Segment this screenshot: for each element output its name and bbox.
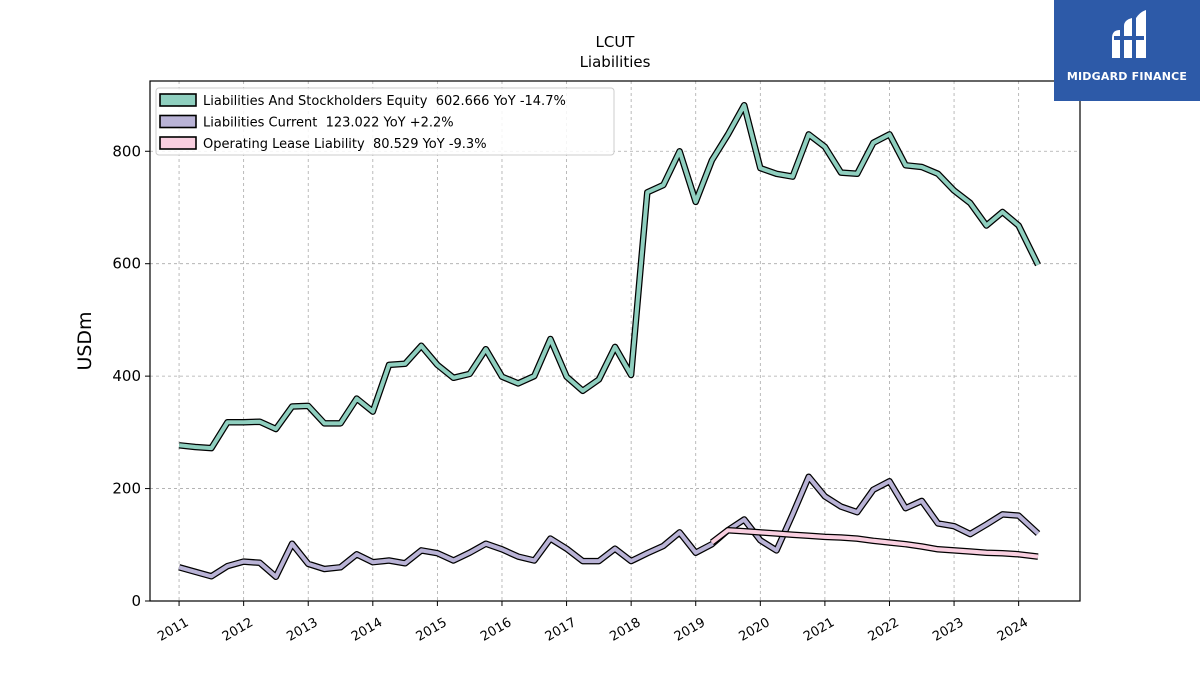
brand-logo: MIDGARD FINANCE: [1054, 0, 1200, 101]
legend-label: Liabilities Current 123.022 YoY +2.2%: [203, 116, 454, 131]
series-lines: [178, 101, 1041, 581]
legend-label: Operating Lease Liability 80.529 YoY -9.…: [203, 137, 487, 152]
x-tick-label: 2023: [930, 615, 966, 645]
legend: Liabilities And Stockholders Equity 602.…: [155, 87, 615, 156]
y-axis-label: USDm: [74, 311, 96, 370]
chart-title: LCUT: [596, 33, 636, 51]
x-tick-label: 2020: [736, 615, 772, 645]
x-tick-label: 2018: [607, 615, 643, 645]
plot-frame: [149, 80, 1081, 602]
x-tick-label: 2017: [543, 615, 579, 645]
y-tick-label: 400: [112, 367, 141, 385]
x-tick-label: 2014: [349, 615, 385, 645]
x-tick-label: 2015: [414, 615, 450, 645]
legend-swatch: [159, 93, 197, 107]
legend-label: Liabilities And Stockholders Equity 602.…: [203, 94, 566, 109]
x-tick-label: 2019: [672, 615, 708, 645]
series-line: [178, 474, 1040, 579]
y-tick-label: 800: [112, 142, 141, 160]
y-tick-label: 600: [112, 255, 141, 273]
x-tick-label: 2024: [995, 615, 1031, 645]
series-line: [178, 103, 1040, 451]
legend-box: [155, 87, 615, 156]
x-tick-label: 2011: [155, 615, 191, 645]
x-tick-label: 2012: [220, 615, 256, 645]
y-tick-label: 200: [112, 480, 141, 498]
brand-name: MIDGARD FINANCE: [1066, 70, 1188, 83]
chart-subtitle: Liabilities: [580, 53, 651, 71]
x-tick-label: 2016: [478, 615, 514, 645]
y-tick-label: 0: [131, 592, 141, 610]
legend-swatch: [159, 114, 197, 129]
x-tick-label: 2021: [801, 615, 837, 645]
series-line: [710, 528, 1039, 559]
series-outline: [178, 101, 1041, 452]
x-tick-label: 2013: [284, 615, 320, 645]
legend-swatch: [159, 136, 197, 150]
axis-ticks: 0 200 400 600 800 2011 2012 2013 2014 2015 2016 201…: [112, 142, 1031, 644]
x-tick-label: 2022: [866, 615, 902, 645]
brand-logo-icon: [1112, 10, 1146, 58]
